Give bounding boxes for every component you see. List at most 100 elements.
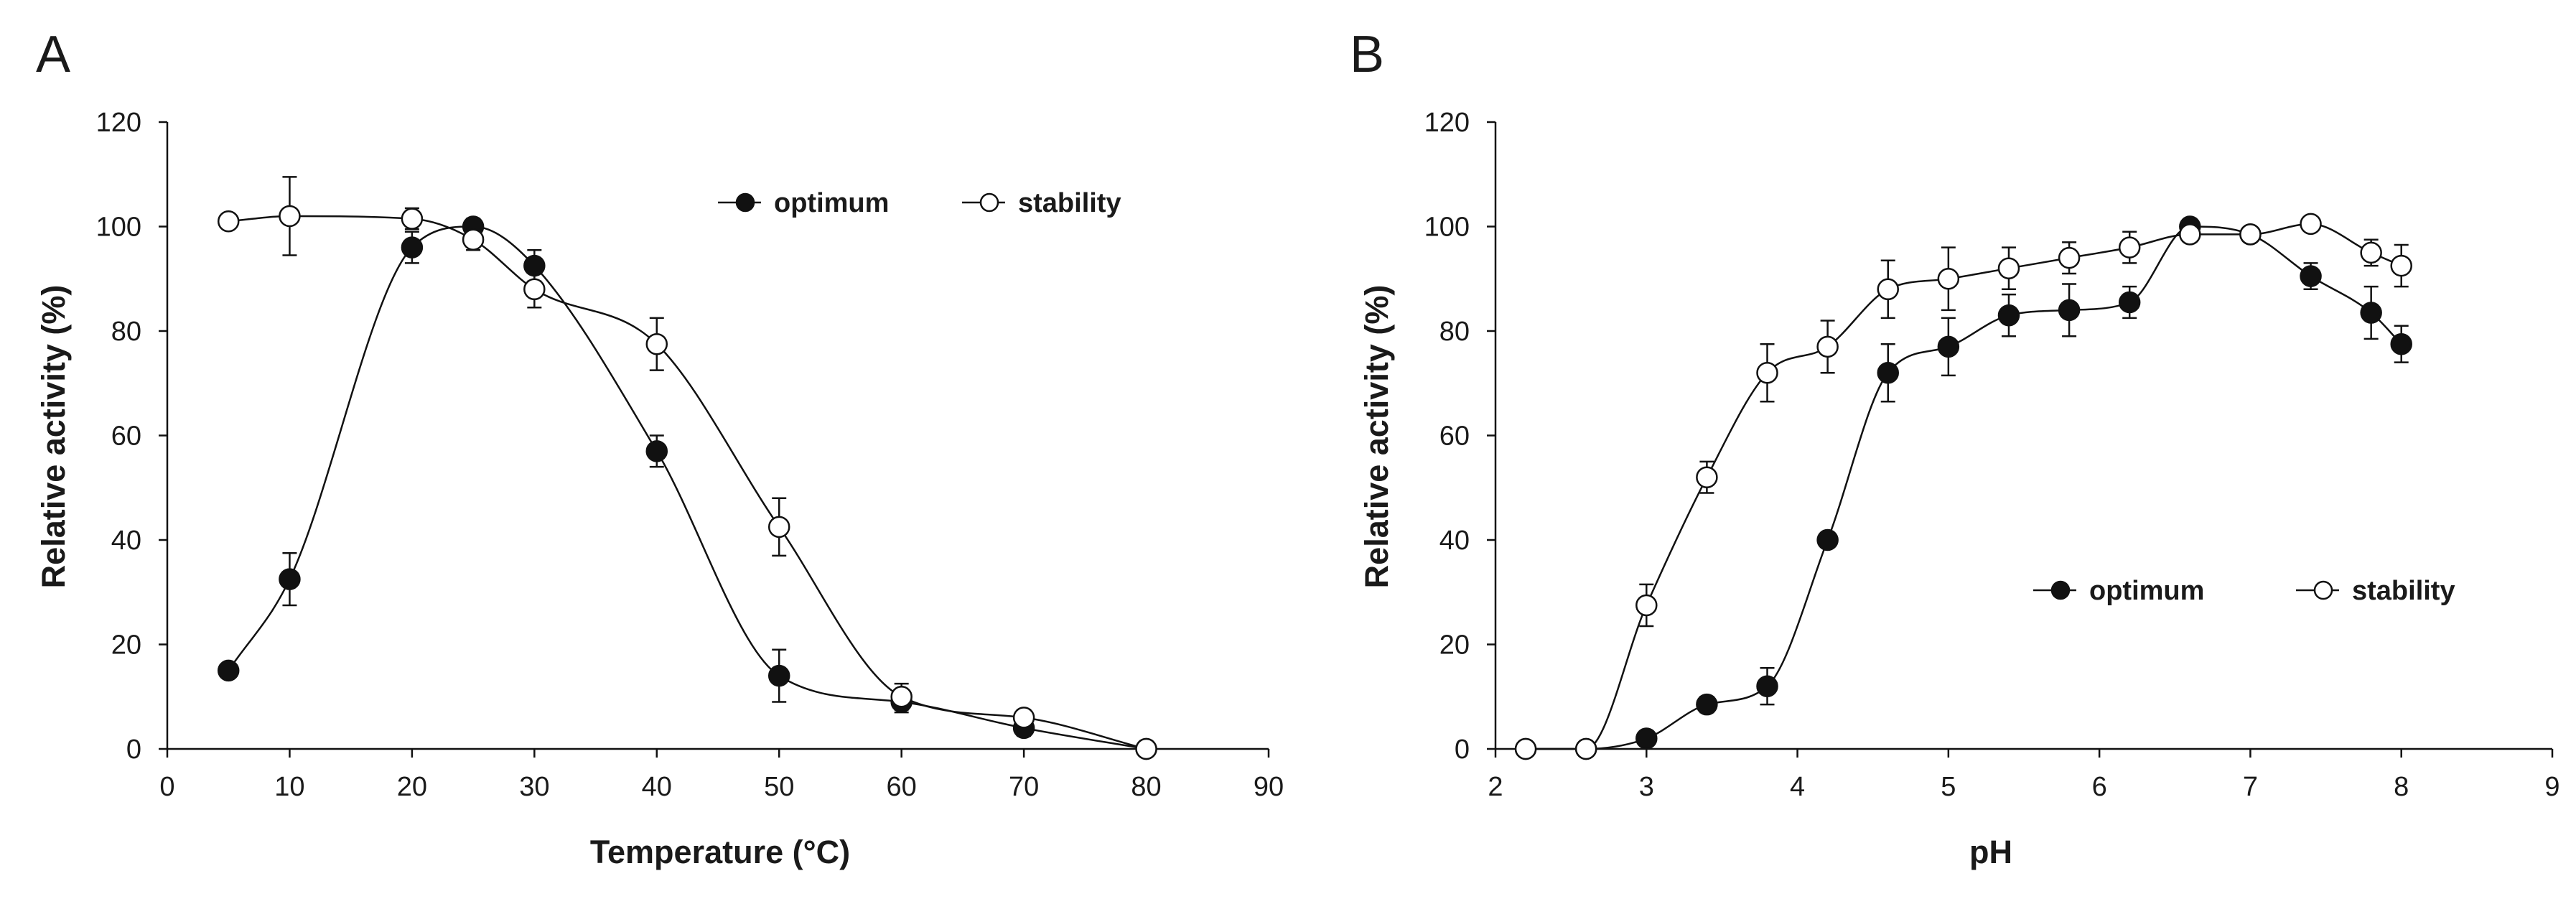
series-line-optimum	[228, 225, 1147, 750]
y-tick-label: 0	[126, 735, 141, 765]
x-tick-label: 0	[159, 772, 174, 802]
point-stability	[1696, 466, 1718, 488]
panel-a-curves	[228, 215, 1147, 750]
point-stability	[401, 208, 424, 230]
point-optimum	[1816, 528, 1839, 551]
legend-label-stability: stability	[1018, 188, 1121, 218]
y-tick-label: 100	[96, 213, 141, 243]
point-stability	[2300, 213, 2322, 236]
point-stability	[2390, 254, 2412, 277]
y-tick-label: 120	[96, 108, 141, 138]
point-stability	[1635, 594, 1658, 617]
y-tick-label: 100	[1424, 213, 1470, 243]
x-tick-label: 9	[2544, 772, 2559, 802]
x-tick-label: 70	[1009, 772, 1039, 802]
y-tick-label: 40	[1439, 526, 1470, 556]
panel-b-x-axis-title: pH	[1969, 834, 2012, 870]
x-tick-label: 40	[642, 772, 672, 802]
legend-swatch-marker	[735, 192, 755, 213]
point-optimum	[1877, 361, 1899, 384]
point-optimum	[645, 440, 668, 462]
point-stability	[523, 278, 546, 301]
point-stability	[1997, 257, 2020, 279]
point-stability	[1574, 737, 1597, 760]
point-optimum	[767, 664, 790, 687]
point-stability	[645, 332, 668, 355]
point-optimum	[1635, 727, 1658, 750]
panel-b-curves	[1526, 223, 2402, 750]
legend-swatch-marker	[2050, 580, 2071, 600]
series-line-optimum	[1526, 225, 2402, 750]
panel-b-axes: 2 3 4 5 6 7 8 9 0 20 40 60 80 100 120	[1424, 108, 2560, 802]
point-stability	[1135, 737, 1157, 760]
legend-label-optimum: optimum	[2089, 576, 2204, 606]
point-stability	[1937, 268, 1960, 290]
panel-a-legend: optimum stability	[718, 188, 1121, 218]
point-optimum	[2300, 265, 2322, 287]
y-tick-label: 0	[1455, 735, 1470, 765]
panel-a-y-axis-title: Relative activity (%)	[35, 285, 72, 589]
x-tick-label: 5	[1941, 772, 1956, 802]
x-tick-label: 90	[1254, 772, 1284, 802]
point-optimum	[2058, 299, 2081, 322]
y-tick-label: 60	[1439, 421, 1470, 452]
point-stability	[1877, 278, 1899, 301]
point-stability	[890, 686, 913, 708]
x-tick-label: 8	[2394, 772, 2409, 802]
panel-b-y-axis-title: Relative activity (%)	[1358, 285, 1395, 589]
point-stability	[2360, 241, 2382, 264]
x-tick-label: 30	[519, 772, 549, 802]
panel-b-label: B	[1350, 26, 1384, 83]
x-tick-label: 50	[764, 772, 794, 802]
point-stability	[1756, 361, 1778, 384]
point-optimum	[1696, 693, 1718, 716]
panel-b-points	[1514, 213, 2412, 760]
y-tick-label: 20	[1439, 630, 1470, 661]
legend-label-stability: stability	[2352, 576, 2455, 606]
point-optimum	[2390, 332, 2412, 355]
x-tick-label: 80	[1131, 772, 1161, 802]
panel-a-axes: 0 10 20 30 40 50 60 70 80 90 0 20 40 60 80 100 120	[96, 108, 1284, 802]
panel-a-points	[217, 176, 1157, 760]
y-tick-label: 120	[1424, 108, 1470, 138]
point-optimum	[2118, 291, 2141, 314]
y-tick-label: 20	[111, 630, 141, 661]
x-tick-label: 60	[887, 772, 917, 802]
y-tick-label: 80	[1439, 317, 1470, 347]
x-tick-label: 20	[397, 772, 427, 802]
y-tick-label: 80	[111, 317, 141, 347]
x-tick-label: 10	[274, 772, 304, 802]
point-optimum	[217, 659, 240, 682]
panel-b: B 2 3 4 5 6 7 8 9 0 20 40 60 80 100 120 optimum stabili…	[1350, 26, 2560, 870]
panel-a-x-axis-title: Temperature (°C)	[590, 834, 850, 870]
panel-b-legend: optimum stability	[2033, 576, 2455, 606]
point-optimum	[279, 568, 301, 590]
x-tick-label: 2	[1488, 772, 1503, 802]
panel-a: A 0 10 20 30 40 50 60 70 80 90 0 20 40 60 80 100 120 opt…	[35, 26, 1284, 870]
series-line-stability	[1526, 223, 2402, 750]
legend-swatch-marker	[2313, 580, 2333, 600]
point-stability	[279, 205, 301, 228]
series-line-stability	[228, 215, 1147, 750]
point-optimum	[1997, 304, 2020, 327]
point-stability	[462, 228, 485, 251]
point-stability	[1514, 737, 1537, 760]
x-tick-label: 7	[2243, 772, 2258, 802]
legend-label-optimum: optimum	[774, 188, 889, 218]
point-stability	[2179, 223, 2201, 246]
point-optimum	[1937, 335, 1960, 358]
point-stability	[1816, 335, 1839, 358]
x-tick-label: 3	[1639, 772, 1654, 802]
point-stability	[217, 210, 240, 233]
point-stability	[1012, 707, 1035, 729]
point-stability	[2118, 236, 2141, 258]
y-tick-label: 40	[111, 526, 141, 556]
y-tick-label: 60	[111, 421, 141, 452]
point-stability	[2239, 223, 2262, 246]
point-stability	[767, 516, 790, 539]
point-optimum	[401, 236, 424, 258]
x-tick-label: 4	[1790, 772, 1805, 802]
x-tick-label: 6	[2092, 772, 2107, 802]
point-optimum	[1756, 675, 1778, 697]
